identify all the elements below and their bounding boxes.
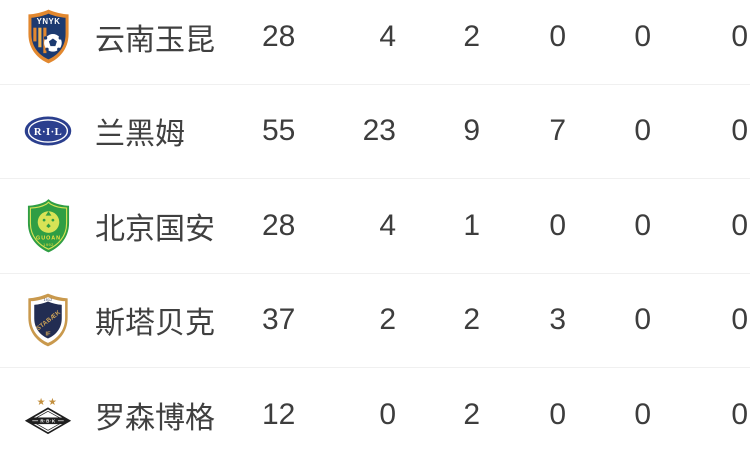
stat-cell-2: 2 [463, 397, 480, 431]
stabaek-crest-icon: 1912 STABÆK IF [28, 293, 68, 347]
team-name: 兰黑姆 [95, 118, 185, 152]
team-logo: 1912 STABÆK IF [24, 289, 72, 351]
beijing-guoan-crest-icon: GUOAN 1992 [27, 199, 69, 253]
stat-cell-4: 0 [634, 303, 651, 337]
table-row[interactable]: R·I·L 兰黑姆 55 23 9 7 0 0 [0, 84, 750, 179]
stat-cell-1: 23 [362, 114, 396, 148]
team-logo: ★★ R·B·K [24, 384, 72, 446]
stat-cell-3: 7 [549, 114, 566, 148]
stat-cell-0: 28 [262, 19, 296, 53]
stat-cell-0: 12 [262, 397, 296, 431]
table-row[interactable]: ★★ R·B·K 罗森博格 12 0 2 0 0 0 [0, 368, 750, 462]
stat-cell-1: 4 [379, 208, 396, 242]
stabaek-sub-label: IF [45, 332, 51, 338]
team-name: 北京国安 [95, 212, 215, 246]
team-logo: GUOAN 1992 [24, 195, 72, 257]
team-name: 云南玉昆 [95, 23, 215, 57]
ranheim-label: R·I·L [34, 127, 62, 138]
stat-cell-5: 0 [731, 208, 748, 242]
stat-cell-4: 0 [634, 114, 651, 148]
stat-cell-3: 0 [549, 208, 566, 242]
stat-cell-2: 9 [463, 114, 480, 148]
stat-cell-4: 0 [634, 208, 651, 242]
stat-cell-2: 1 [463, 208, 480, 242]
stat-cell-5: 0 [731, 114, 748, 148]
stat-cell-1: 0 [379, 397, 396, 431]
stat-cell-0: 37 [262, 303, 296, 337]
rosenborg-stars: ★★ [37, 397, 60, 408]
stat-cell-1: 4 [379, 19, 396, 53]
stat-cell-0: 28 [262, 208, 296, 242]
table-row[interactable]: 1912 STABÆK IF 斯塔贝克 37 2 2 3 0 0 [0, 273, 750, 368]
stat-cell-3: 0 [549, 397, 566, 431]
stat-cell-2: 2 [463, 303, 480, 337]
team-name: 罗森博格 [95, 401, 215, 435]
rosenborg-crest-icon: ★★ R·B·K [24, 397, 72, 434]
stat-cell-3: 0 [549, 19, 566, 53]
stat-cell-0: 55 [262, 114, 296, 148]
table-row[interactable]: YNYK 云南玉昆 28 4 2 0 0 0 [0, 0, 750, 85]
stat-cell-5: 0 [731, 19, 748, 53]
yunnan-yukun-label: YNYK [36, 17, 60, 26]
stat-cell-2: 2 [463, 19, 480, 53]
stabaek-year: 1912 [44, 298, 53, 302]
stat-cell-4: 0 [634, 397, 651, 431]
stat-cell-5: 0 [731, 397, 748, 431]
stat-cell-4: 0 [634, 19, 651, 53]
team-logo: YNYK [24, 6, 72, 68]
team-name: 斯塔贝克 [95, 307, 215, 341]
rosenborg-label: R·B·K [40, 418, 56, 423]
stat-cell-3: 3 [549, 303, 566, 337]
stat-cell-1: 2 [379, 303, 396, 337]
beijing-guoan-year: 1992 [43, 242, 54, 247]
beijing-guoan-label: GUOAN [36, 236, 61, 242]
table-row[interactable]: GUOAN 1992 北京国安 28 4 1 0 0 0 [0, 179, 750, 274]
yunnan-yukun-crest-icon: YNYK [27, 9, 69, 64]
ranheim-crest-icon: R·I·L [24, 116, 72, 146]
team-logo: R·I·L [24, 100, 72, 162]
stat-cell-5: 0 [731, 303, 748, 337]
